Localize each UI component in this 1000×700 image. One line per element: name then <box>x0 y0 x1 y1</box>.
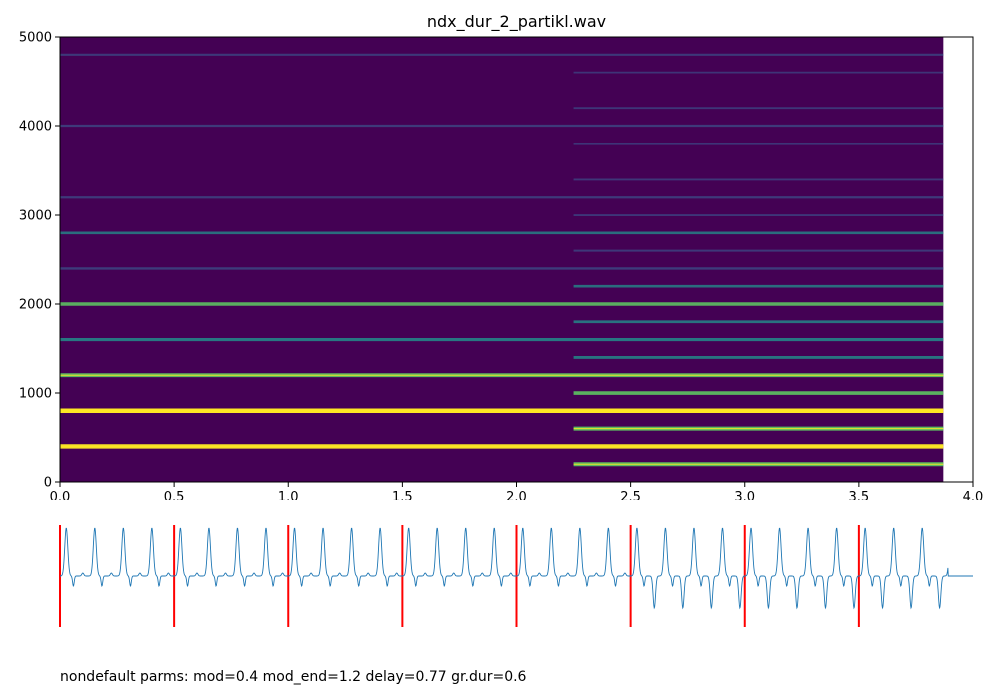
x-tick-label-0: 0.0 <box>50 490 71 500</box>
x-tick-label-1: 0.5 <box>164 490 185 500</box>
x-tick-label-4: 2.0 <box>506 490 527 500</box>
footer-note: nondefault parms: mod=0.4 mod_end=1.2 de… <box>60 669 527 685</box>
x-tick-label-6: 3.0 <box>734 490 755 500</box>
x-tick-label-5: 2.5 <box>620 490 641 500</box>
y-tick-label-4: 4000 <box>19 120 52 135</box>
chart-title: ndx_dur_2_partikl.wav <box>426 12 607 31</box>
x-tick-label-2: 1.0 <box>278 490 299 500</box>
spectrogram-axes: 0.0 0.5 1.0 1.5 2.0 2.5 3.0 3.5 4.0 0 1000 2000 3000… <box>19 31 983 501</box>
waveform-chart <box>59 525 973 627</box>
x-tick-label-8: 4.0 <box>963 490 984 500</box>
spectrogram-partials <box>60 53 944 467</box>
x-tick-label-7: 3.5 <box>849 490 870 500</box>
waveform-line <box>60 527 973 610</box>
spectrogram-background <box>60 37 944 482</box>
y-tick-label-3: 3000 <box>19 209 52 224</box>
y-tick-label-1: 1000 <box>19 387 52 402</box>
spectrogram-plot-area <box>60 37 944 482</box>
x-tick-label-3: 1.5 <box>392 490 413 500</box>
y-tick-label-5: 5000 <box>19 31 52 46</box>
y-tick-label-0: 0 <box>44 476 52 491</box>
y-tick-label-2: 2000 <box>19 298 52 313</box>
spectrogram-chart: 0.0 0.5 1.0 1.5 2.0 2.5 3.0 3.5 4.0 0 1000 2000 3000… <box>19 31 983 501</box>
